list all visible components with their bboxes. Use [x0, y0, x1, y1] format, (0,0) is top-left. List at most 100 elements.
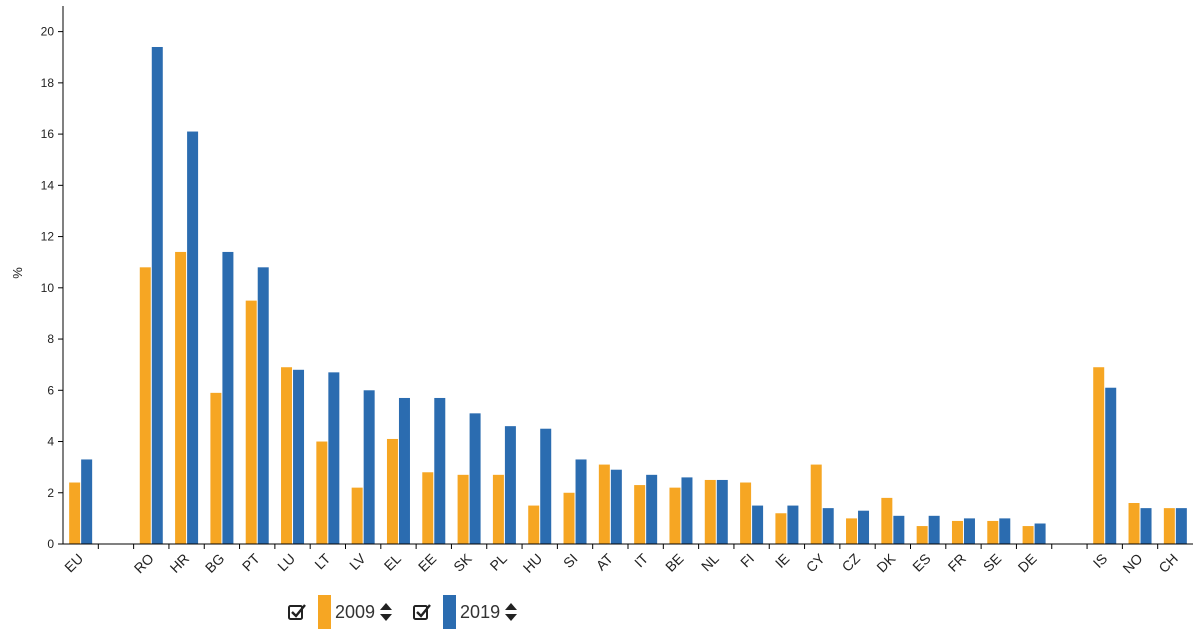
y-tick-label: 4 — [47, 435, 54, 449]
bar-2009-LT[interactable] — [316, 441, 328, 544]
bar-2019-CH[interactable] — [1175, 508, 1187, 544]
bar-2009-LV[interactable] — [351, 487, 363, 544]
bar-2009-LU[interactable] — [281, 367, 293, 544]
bar-2019-NO[interactable] — [1140, 508, 1152, 544]
x-tick-label: LV — [346, 550, 369, 573]
sort-updown-icon[interactable] — [379, 601, 393, 623]
legend-swatch-2019 — [443, 595, 457, 629]
x-tick-label: FR — [945, 550, 970, 575]
x-tick-label: BG — [202, 550, 228, 576]
bar-2019-AT[interactable] — [610, 469, 622, 544]
bar-2009-DE[interactable] — [1022, 526, 1034, 544]
x-tick-label: PL — [487, 550, 511, 574]
bar-2019-EU[interactable] — [81, 459, 93, 544]
bar-2019-NL[interactable] — [716, 479, 728, 544]
y-tick-label: 10 — [41, 281, 55, 295]
x-tick-label: LU — [274, 550, 298, 574]
x-tick-label: NL — [698, 550, 722, 574]
x-tick-label: EE — [415, 550, 440, 575]
legend-item-2019[interactable]: 2019 — [413, 595, 518, 629]
y-tick-label: 18 — [41, 76, 55, 90]
sort-updown-icon[interactable] — [504, 601, 518, 623]
bar-2009-CH[interactable] — [1163, 508, 1175, 544]
x-tick-label: DK — [873, 550, 899, 576]
bar-2019-SK[interactable] — [469, 413, 481, 544]
y-tick-label: 8 — [47, 332, 54, 346]
bar-2019-LU[interactable] — [293, 369, 305, 544]
bar-2009-IT[interactable] — [634, 485, 646, 544]
x-tick-label: SE — [980, 550, 1005, 575]
bar-2019-RO[interactable] — [151, 46, 163, 544]
bar-2019-IT[interactable] — [646, 474, 658, 544]
legend-label-2019: 2019 — [460, 601, 501, 622]
legend-swatch-2009 — [318, 595, 331, 629]
bar-2009-NO[interactable] — [1128, 503, 1140, 544]
bar-2009-CY[interactable] — [810, 464, 822, 544]
x-tick-label: CY — [803, 550, 829, 576]
bar-2009-PL[interactable] — [492, 474, 504, 544]
bar-2019-SE[interactable] — [999, 518, 1011, 544]
bar-2009-IE[interactable] — [775, 513, 787, 544]
y-tick-label: 12 — [41, 230, 55, 244]
bar-2009-EE[interactable] — [422, 472, 434, 544]
bar-2019-LV[interactable] — [363, 390, 375, 544]
bars — [69, 46, 1187, 545]
bar-2009-FI[interactable] — [740, 482, 752, 544]
bar-2019-FI[interactable] — [752, 505, 764, 544]
bar-2019-FR[interactable] — [963, 518, 975, 544]
bar-2019-HR[interactable] — [187, 131, 199, 545]
y-tick-label: 6 — [47, 383, 54, 397]
bar-2009-NL[interactable] — [704, 479, 716, 544]
bar-2019-HU[interactable] — [540, 428, 552, 544]
bar-2009-DK[interactable] — [881, 497, 893, 544]
bar-2009-EL[interactable] — [386, 438, 398, 544]
bar-2019-CZ[interactable] — [858, 510, 870, 544]
bar-2009-BE[interactable] — [669, 487, 681, 544]
x-tick-label: FI — [737, 550, 757, 570]
x-tick-label: EU — [61, 550, 86, 575]
bar-2019-SI[interactable] — [575, 459, 587, 544]
bar-2019-BG[interactable] — [222, 251, 234, 544]
bar-2009-CZ[interactable] — [846, 518, 858, 544]
bar-2019-DK[interactable] — [893, 515, 905, 544]
x-tick-label: DE — [1015, 550, 1040, 575]
bar-2009-SI[interactable] — [563, 492, 575, 544]
y-axis-label: % — [10, 267, 25, 279]
x-tick-label: ES — [909, 550, 934, 575]
bar-2009-FR[interactable] — [951, 520, 963, 544]
bar-2009-EU[interactable] — [69, 482, 81, 544]
y-tick-label: 0 — [47, 537, 54, 551]
bar-2019-PL[interactable] — [504, 426, 516, 544]
bar-2019-ES[interactable] — [928, 515, 940, 544]
bar-2019-IE[interactable] — [787, 505, 799, 544]
x-tick-label: SK — [450, 550, 475, 575]
bar-2019-CY[interactable] — [822, 508, 834, 544]
y-axis: 0 2 4 6 8 10 12 14 16 18 20 — [41, 6, 64, 551]
bar-2009-BG[interactable] — [210, 392, 222, 544]
bar-2009-RO[interactable] — [139, 267, 151, 544]
bar-2009-PT[interactable] — [245, 300, 257, 544]
bar-2019-DE[interactable] — [1034, 523, 1046, 544]
bar-2009-IS[interactable] — [1093, 367, 1105, 544]
bar-2009-SK[interactable] — [457, 474, 469, 544]
bar-2019-EE[interactable] — [434, 397, 446, 544]
bar-2019-BE[interactable] — [681, 477, 693, 544]
bar-2009-HR[interactable] — [175, 251, 187, 544]
bar-2009-ES[interactable] — [916, 526, 928, 544]
bar-2019-PT[interactable] — [257, 267, 269, 544]
bar-2019-IS[interactable] — [1105, 387, 1117, 544]
x-tick-label: RO — [131, 550, 157, 576]
bar-2009-AT[interactable] — [598, 464, 610, 544]
y-tick-label: 16 — [41, 127, 55, 141]
x-tick-label: HU — [520, 550, 546, 576]
bar-2009-SE[interactable] — [987, 520, 999, 544]
checkbox-checked-icon[interactable] — [413, 603, 431, 621]
x-tick-label: PT — [239, 550, 263, 574]
bar-2009-HU[interactable] — [528, 505, 540, 544]
bar-2019-LT[interactable] — [328, 372, 340, 544]
bar-2019-EL[interactable] — [398, 397, 410, 544]
checkbox-checked-icon[interactable] — [288, 603, 306, 621]
x-tick-label: CZ — [839, 550, 864, 575]
legend-item-2009[interactable]: 2009 — [288, 595, 393, 629]
